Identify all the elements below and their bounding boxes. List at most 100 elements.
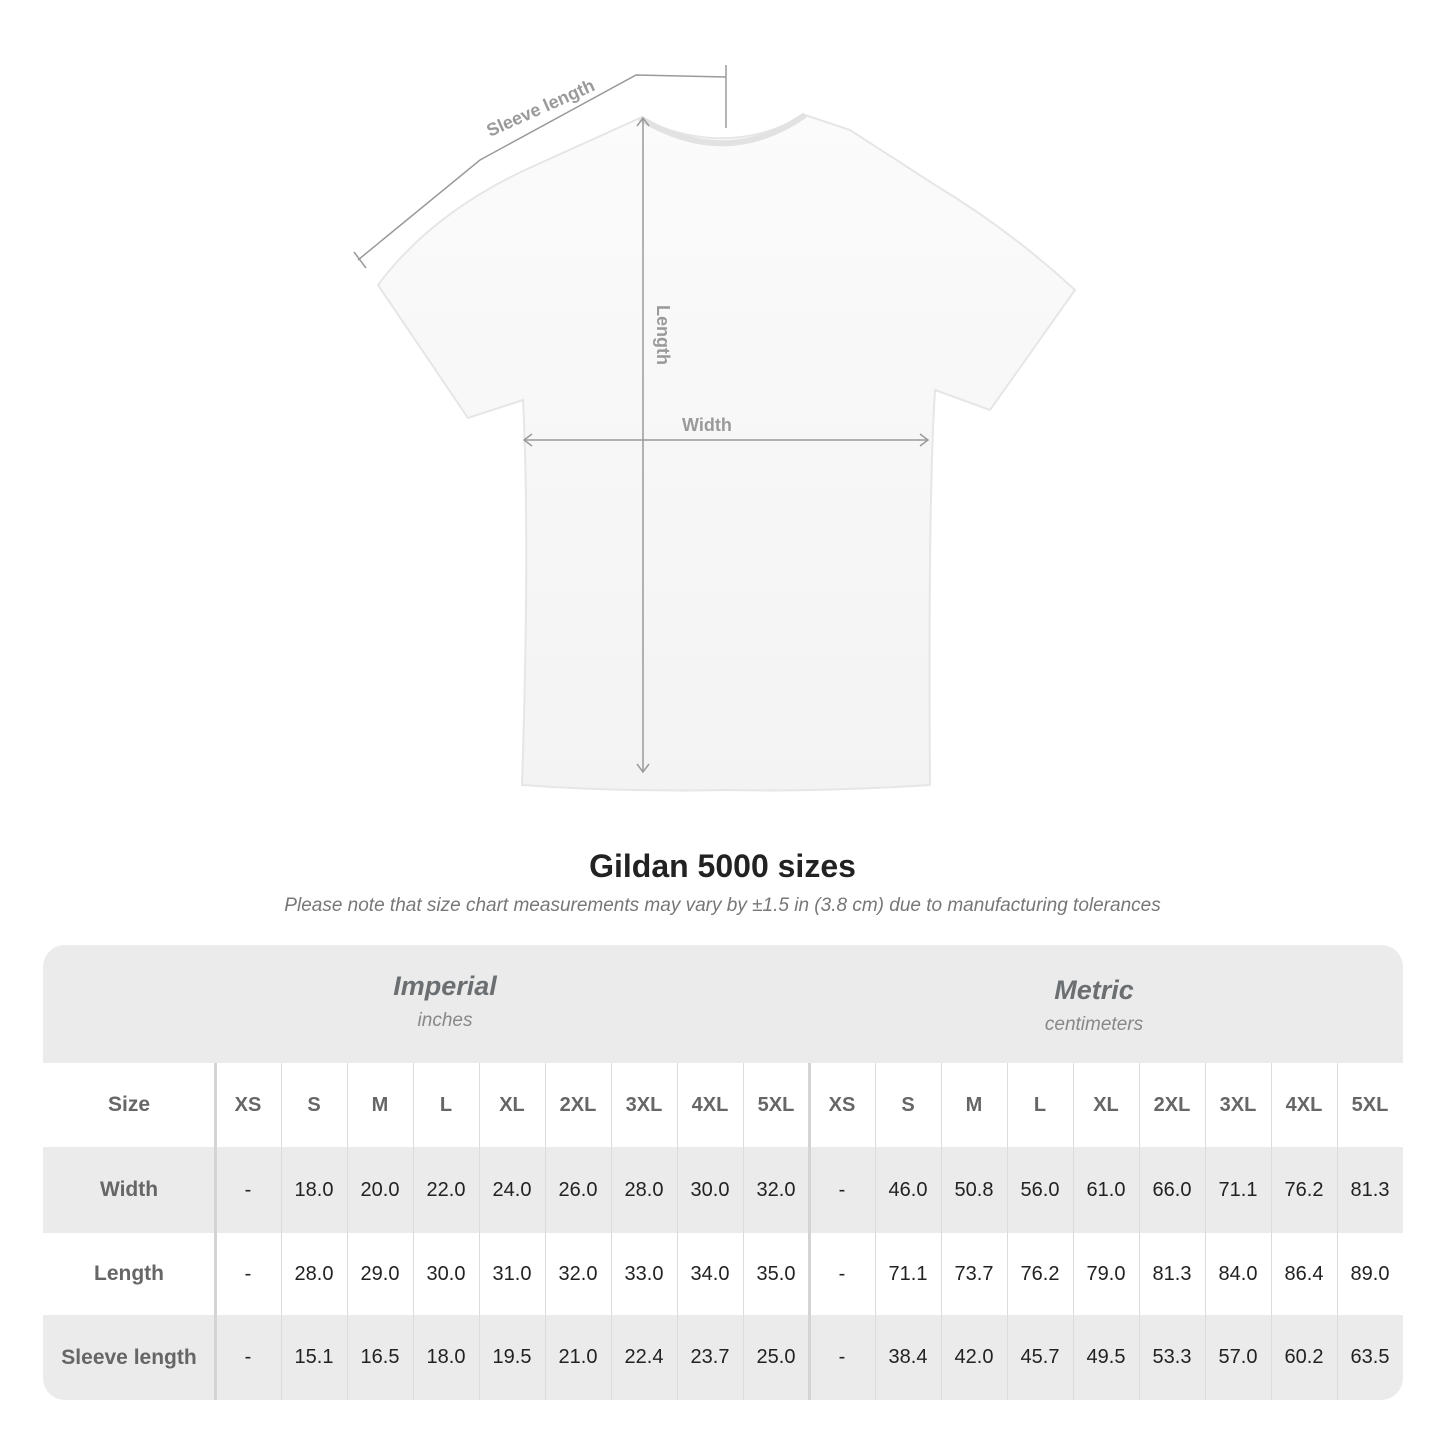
column-divider xyxy=(941,1063,942,1400)
imperial-value: - xyxy=(244,1346,252,1368)
metric-size-3xl: 3XL xyxy=(1219,1093,1257,1116)
metric-value: 81.3 xyxy=(1152,1262,1192,1285)
tshirt-shape xyxy=(376,113,1077,792)
tolerance-note: Please note that size chart measurements… xyxy=(284,895,1161,916)
imperial-value: 22.4 xyxy=(624,1346,664,1368)
imperial-value: 18.0 xyxy=(426,1346,466,1368)
metric-unit: centimeters xyxy=(1044,1014,1144,1035)
imperial-value: 15.1 xyxy=(294,1346,334,1368)
column-divider xyxy=(875,1063,876,1400)
column-divider xyxy=(1205,1063,1206,1400)
column-divider xyxy=(479,1063,480,1400)
metric-value: 60.2 xyxy=(1284,1346,1324,1368)
metric-value: 63.5 xyxy=(1350,1346,1390,1368)
metric-value: - xyxy=(838,1178,846,1201)
metric-value: 71.1 xyxy=(888,1262,928,1285)
metric-value: 53.3 xyxy=(1152,1346,1192,1368)
metric-size-2xl: 2XL xyxy=(1153,1093,1191,1116)
metric-value: 76.2 xyxy=(1020,1262,1060,1285)
imperial-unit: inches xyxy=(417,1010,473,1031)
column-divider xyxy=(347,1063,348,1400)
metric-size-s: S xyxy=(901,1093,915,1116)
column-divider xyxy=(1337,1063,1338,1400)
column-divider xyxy=(413,1063,414,1400)
metric-value: 50.8 xyxy=(954,1178,994,1201)
metric-size-xl: XL xyxy=(1093,1093,1119,1116)
sleeve-measure-line xyxy=(357,74,727,261)
imperial-value: - xyxy=(244,1178,252,1201)
column-divider xyxy=(743,1063,744,1400)
imperial-size-2xl: 2XL xyxy=(559,1093,597,1116)
imperial-value: 35.0 xyxy=(756,1262,796,1285)
imperial-value: 19.5 xyxy=(492,1346,532,1368)
metric-value: 46.0 xyxy=(888,1178,928,1201)
metric-size-4xl: 4XL xyxy=(1285,1093,1323,1116)
imperial-value: 29.0 xyxy=(360,1262,400,1285)
imperial-value: 30.0 xyxy=(426,1262,466,1285)
imperial-value: 33.0 xyxy=(624,1262,664,1285)
table-row-band xyxy=(43,1147,1403,1233)
table-row-band xyxy=(43,1315,1403,1400)
imperial-title: Imperial xyxy=(393,971,497,1001)
tshirt-diagram: Sleeve length Length Width xyxy=(353,65,1077,792)
unit-header-band xyxy=(43,945,1403,1063)
imperial-value: 24.0 xyxy=(492,1178,532,1201)
imperial-value: 22.0 xyxy=(426,1178,466,1201)
metric-value: 86.4 xyxy=(1284,1262,1324,1285)
row-label-sleeve-length: Sleeve length xyxy=(61,1345,197,1369)
imperial-value: 34.0 xyxy=(690,1262,730,1285)
imperial-value: 32.0 xyxy=(558,1262,598,1285)
column-divider xyxy=(677,1063,678,1400)
metric-size-xs: XS xyxy=(828,1093,856,1116)
imperial-value: 31.0 xyxy=(492,1262,532,1285)
metric-value: 73.7 xyxy=(954,1262,994,1285)
metric-value: 45.7 xyxy=(1020,1346,1060,1368)
metric-value: 79.0 xyxy=(1086,1262,1126,1285)
length-label: Length xyxy=(653,305,673,365)
metric-size-m: M xyxy=(965,1093,983,1116)
sleeve-length-label: Sleeve length xyxy=(483,75,597,140)
imperial-value: 23.7 xyxy=(690,1346,730,1368)
column-divider xyxy=(1073,1063,1074,1400)
imperial-size-xs: XS xyxy=(234,1093,262,1116)
imperial-value: 28.0 xyxy=(294,1262,334,1285)
imperial-size-xl: XL xyxy=(499,1093,525,1116)
imperial-value: 20.0 xyxy=(360,1178,400,1201)
metric-title: Metric xyxy=(1054,975,1134,1005)
imperial-size-s: S xyxy=(307,1093,321,1116)
column-divider xyxy=(611,1063,612,1400)
metric-value: 84.0 xyxy=(1218,1262,1258,1285)
column-divider xyxy=(1271,1063,1272,1400)
metric-value: 71.1 xyxy=(1218,1178,1258,1201)
metric-value: 56.0 xyxy=(1020,1178,1060,1201)
imperial-value: 25.0 xyxy=(756,1346,796,1368)
metric-value: 81.3 xyxy=(1350,1178,1390,1201)
metric-value: 89.0 xyxy=(1350,1262,1390,1285)
row-label-width: Width xyxy=(99,1178,159,1201)
column-divider xyxy=(214,1063,217,1400)
metric-value: 61.0 xyxy=(1086,1178,1126,1201)
imperial-size-4xl: 4XL xyxy=(691,1093,729,1116)
metric-value: 42.0 xyxy=(954,1346,994,1368)
imperial-value: - xyxy=(244,1262,252,1285)
metric-value: 76.2 xyxy=(1284,1178,1324,1201)
metric-value: 38.4 xyxy=(888,1346,928,1368)
column-divider xyxy=(545,1063,546,1400)
column-divider xyxy=(281,1063,282,1400)
metric-value: 57.0 xyxy=(1218,1346,1258,1368)
metric-value: 49.5 xyxy=(1086,1346,1126,1368)
page-title: Gildan 5000 sizes xyxy=(589,848,856,884)
imperial-size-m: M xyxy=(371,1093,389,1116)
imperial-value: 21.0 xyxy=(558,1346,598,1368)
metric-size-l: L xyxy=(1033,1093,1047,1116)
row-label-length: Length xyxy=(94,1262,164,1285)
imperial-size-5xl: 5XL xyxy=(757,1093,795,1116)
width-label: Width xyxy=(682,415,732,435)
imperial-size-3xl: 3XL xyxy=(625,1093,663,1116)
imperial-value: 18.0 xyxy=(294,1178,334,1201)
column-divider xyxy=(808,1063,811,1400)
metric-value: - xyxy=(838,1262,846,1285)
metric-value: 66.0 xyxy=(1152,1178,1192,1201)
imperial-value: 30.0 xyxy=(690,1178,730,1201)
size-header-label: Size xyxy=(107,1093,151,1116)
